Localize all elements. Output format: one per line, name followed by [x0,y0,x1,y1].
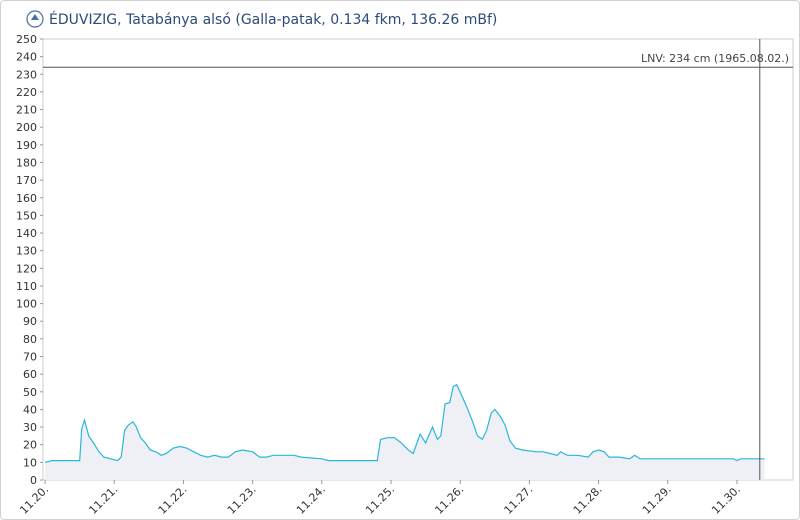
reference-label: LNV: 234 cm (1965.08.02.) [641,52,789,65]
y-tick-label: 240 [16,51,37,64]
x-tick-label: 11.25. [363,483,397,517]
area [45,384,765,480]
x-tick-label: 11.27. [502,483,536,517]
chart-title: ÉDUVIZIG, Tatabánya alsó (Galla-patak, 0… [49,11,497,28]
logo-mark [31,14,39,20]
y-tick-label: 200 [16,121,37,134]
y-tick-label: 120 [16,262,37,275]
y-tick-label: 150 [16,209,37,222]
y-tick-label: 20 [23,439,37,452]
x-tick-label: 11.30. [709,483,743,517]
y-tick-label: 250 [16,33,37,46]
y-tick-label: 100 [16,298,37,311]
x-tick-label: 11.26. [432,483,466,517]
y-tick-label: 170 [16,174,37,187]
y-tick-label: 210 [16,104,37,117]
x-tick-label: 11.22. [156,483,190,517]
y-tick-label: 40 [23,403,37,416]
y-tick-label: 190 [16,139,37,152]
y-tick-label: 140 [16,227,37,240]
y-tick-label: 220 [16,86,37,99]
y-tick-label: 10 [23,456,37,469]
y-tick-label: 30 [23,421,37,434]
y-tick-label: 130 [16,245,37,258]
y-tick-label: 230 [16,68,37,81]
x-tick-label: 11.29. [640,483,674,517]
line [44,383,765,463]
y-tick-label: 0 [30,474,37,487]
x-tick-label: 11.23. [225,483,259,517]
y-tick-label: 60 [23,368,37,381]
y-tick-label: 180 [16,156,37,169]
y-tick-label: 90 [23,315,37,328]
y-tick-label: 110 [16,280,37,293]
x-tick-label: 11.21. [86,483,120,517]
y-tick-label: 50 [23,386,37,399]
x-tick-label: 11.20. [17,483,51,517]
plot-area [42,38,794,481]
x-tick-label: 11.28. [571,483,605,517]
y-tick-label: 70 [23,351,37,364]
y-tick-label: 160 [16,192,37,205]
x-tick-label: 11.24. [294,483,328,517]
y-tick-label: 80 [23,333,37,346]
